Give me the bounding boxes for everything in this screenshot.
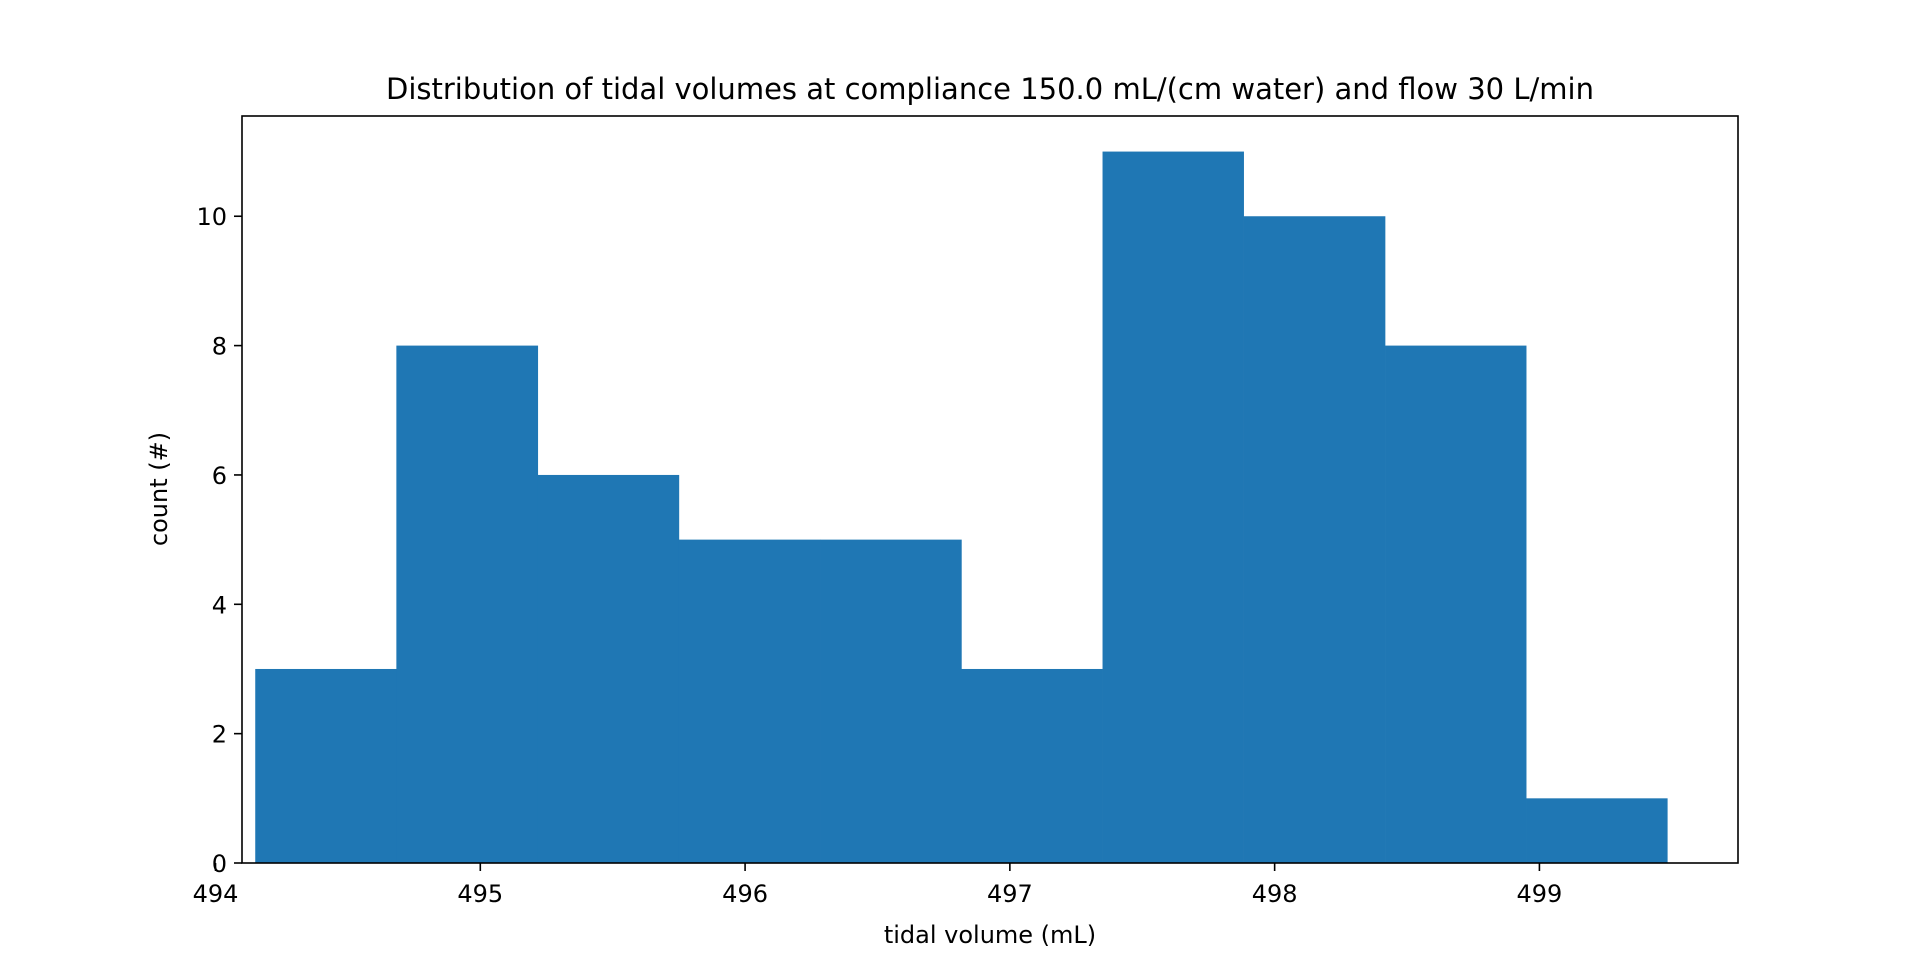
bars-layer — [255, 151, 1668, 864]
histogram-bar — [1385, 345, 1527, 863]
ticks-layer: 494 495 496 497 498 499 0 2 4 6 8 10 — [193, 203, 1563, 908]
histogram-bar — [255, 668, 397, 863]
histogram-bar — [396, 345, 539, 863]
histogram-bar — [1102, 151, 1244, 864]
histogram-bar — [1243, 216, 1386, 863]
y-tick-label: 6 — [212, 462, 227, 490]
histogram-bar — [961, 668, 1103, 863]
y-axis-label: count (#) — [145, 432, 173, 546]
y-tick-label: 2 — [212, 721, 227, 749]
y-tick-label: 0 — [212, 850, 227, 878]
y-tick-label: 4 — [212, 591, 227, 619]
x-tick-label: 496 — [722, 880, 768, 908]
chart-title: Distribution of tidal volumes at complia… — [386, 72, 1594, 106]
x-tick-label: 499 — [1517, 880, 1563, 908]
histogram-bar — [537, 474, 680, 863]
histogram-bar — [1526, 798, 1668, 863]
y-tick-label: 8 — [212, 333, 227, 361]
x-tick-label: 494 — [193, 880, 239, 908]
y-tick-label: 10 — [196, 203, 227, 231]
histogram-bar — [678, 539, 821, 863]
histogram-bar — [820, 539, 962, 863]
x-tick-label: 495 — [457, 880, 503, 908]
x-tick-label: 497 — [987, 880, 1033, 908]
x-tick-label: 498 — [1252, 880, 1298, 908]
x-axis-label: tidal volume (mL) — [884, 921, 1096, 949]
plot-frame — [241, 115, 1739, 864]
